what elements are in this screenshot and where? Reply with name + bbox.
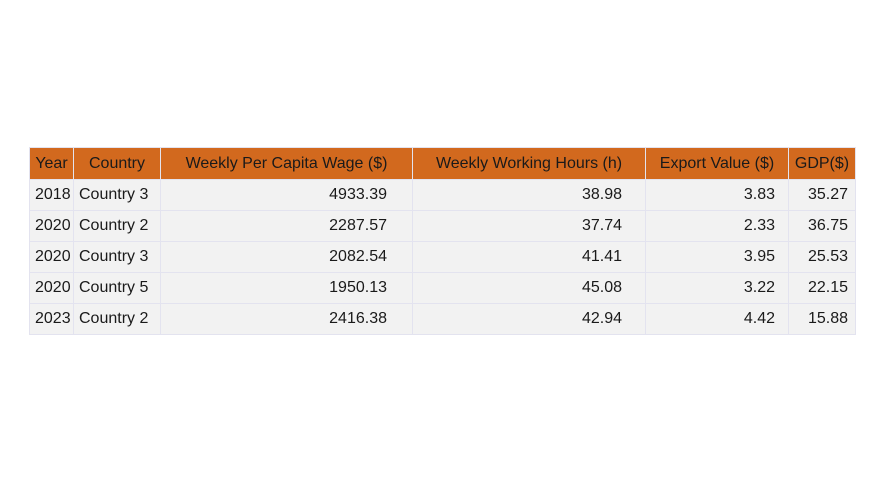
cell-gdp: 22.15 (788, 272, 856, 304)
cell-gdp: 15.88 (788, 303, 856, 335)
table-header: Year Country Weekly Per Capita Wage ($) … (29, 147, 856, 180)
cell-working-hours: 42.94 (412, 303, 646, 335)
cell-weekly-wage: 4933.39 (160, 179, 413, 211)
cell-gdp: 35.27 (788, 179, 856, 211)
cell-export-value: 3.83 (645, 179, 789, 211)
table-row: 2020 Country 3 2082.54 41.41 3.95 25.53 (29, 241, 856, 273)
cell-working-hours: 41.41 (412, 241, 646, 273)
cell-export-value: 2.33 (645, 210, 789, 242)
cell-gdp: 25.53 (788, 241, 856, 273)
cell-working-hours: 38.98 (412, 179, 646, 211)
column-header-year: Year (29, 147, 74, 180)
table-row: 2023 Country 2 2416.38 42.94 4.42 15.88 (29, 303, 856, 335)
cell-working-hours: 37.74 (412, 210, 646, 242)
table-body: 2018 Country 3 4933.39 38.98 3.83 35.27 … (29, 179, 856, 335)
column-header-working-hours: Weekly Working Hours (h) (412, 147, 646, 180)
cell-year: 2020 (29, 210, 74, 242)
table-row: 2018 Country 3 4933.39 38.98 3.83 35.27 (29, 179, 856, 211)
cell-working-hours: 45.08 (412, 272, 646, 304)
column-header-gdp: GDP($) (788, 147, 856, 180)
data-table: Year Country Weekly Per Capita Wage ($) … (29, 147, 856, 335)
cell-weekly-wage: 1950.13 (160, 272, 413, 304)
column-header-export-value: Export Value ($) (645, 147, 789, 180)
cell-country: Country 5 (73, 272, 161, 304)
cell-gdp: 36.75 (788, 210, 856, 242)
cell-year: 2023 (29, 303, 74, 335)
cell-country: Country 2 (73, 210, 161, 242)
table-row: 2020 Country 5 1950.13 45.08 3.22 22.15 (29, 272, 856, 304)
header-row: Year Country Weekly Per Capita Wage ($) … (29, 147, 856, 180)
cell-year: 2020 (29, 241, 74, 273)
cell-weekly-wage: 2416.38 (160, 303, 413, 335)
cell-country: Country 3 (73, 241, 161, 273)
cell-export-value: 3.95 (645, 241, 789, 273)
column-header-weekly-wage: Weekly Per Capita Wage ($) (160, 147, 413, 180)
cell-country: Country 2 (73, 303, 161, 335)
cell-country: Country 3 (73, 179, 161, 211)
column-header-country: Country (73, 147, 161, 180)
cell-year: 2020 (29, 272, 74, 304)
data-table-container: Year Country Weekly Per Capita Wage ($) … (29, 147, 856, 335)
cell-year: 2018 (29, 179, 74, 211)
cell-export-value: 4.42 (645, 303, 789, 335)
table-row: 2020 Country 2 2287.57 37.74 2.33 36.75 (29, 210, 856, 242)
cell-weekly-wage: 2287.57 (160, 210, 413, 242)
cell-export-value: 3.22 (645, 272, 789, 304)
cell-weekly-wage: 2082.54 (160, 241, 413, 273)
